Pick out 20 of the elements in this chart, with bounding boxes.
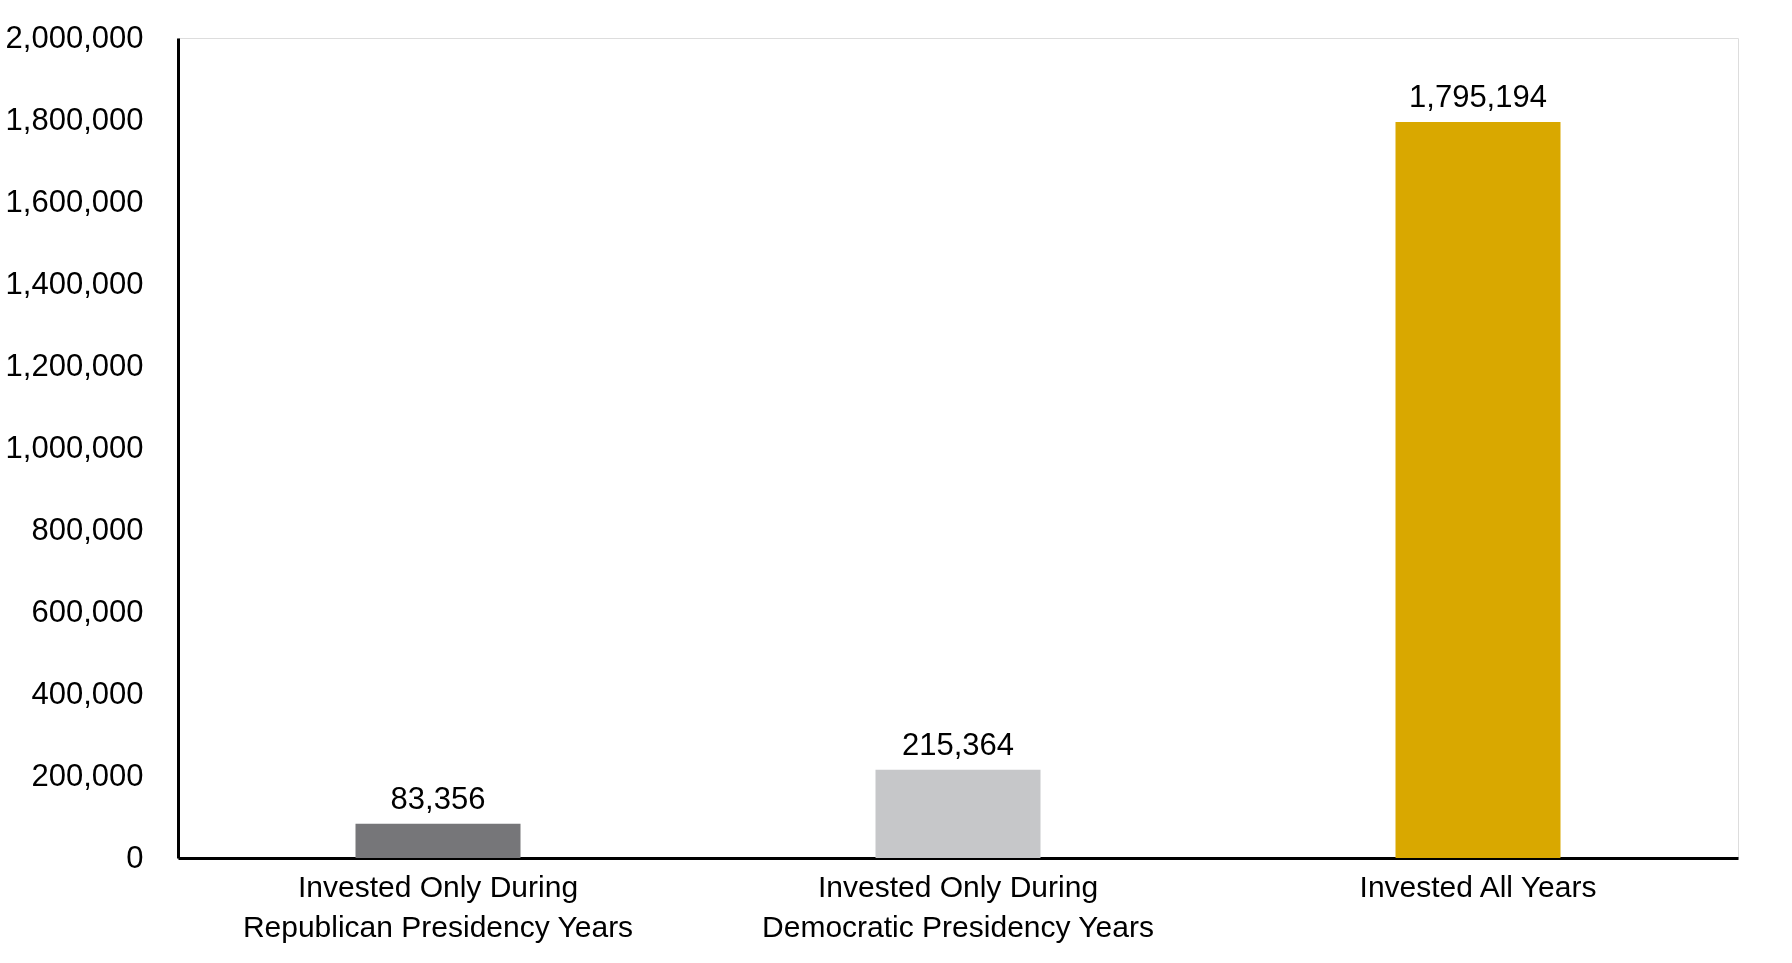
x-tick-label: Invested Only During Democratic Presidency Years bbox=[762, 869, 1154, 943]
data-label: 1,795,194 bbox=[1409, 78, 1547, 114]
y-tick-label: 2,000,000 bbox=[5, 19, 144, 55]
data-label: 215,364 bbox=[901, 726, 1015, 762]
x-tick-label: Invested All Years bbox=[1359, 869, 1597, 903]
bar bbox=[355, 823, 521, 858]
data-label: 83,356 bbox=[390, 780, 486, 816]
y-tick-label: 0 bbox=[126, 839, 144, 875]
bar bbox=[1395, 121, 1561, 858]
y-tick-label: 1,000,000 bbox=[5, 429, 144, 465]
bar bbox=[875, 769, 1041, 858]
y-tick-label: 400,000 bbox=[31, 675, 144, 711]
x-tick-label: Invested Only During Republican Presidency Years bbox=[242, 869, 634, 943]
y-tick-label: 1,200,000 bbox=[5, 347, 144, 383]
y-tick-label: 1,400,000 bbox=[5, 265, 144, 301]
y-tick-label: 1,800,000 bbox=[5, 101, 144, 137]
y-tick-label: 1,600,000 bbox=[5, 183, 144, 219]
y-tick-label: 600,000 bbox=[31, 593, 144, 629]
y-tick-label: 800,000 bbox=[31, 511, 144, 547]
y-tick-label: 200,000 bbox=[31, 757, 144, 793]
